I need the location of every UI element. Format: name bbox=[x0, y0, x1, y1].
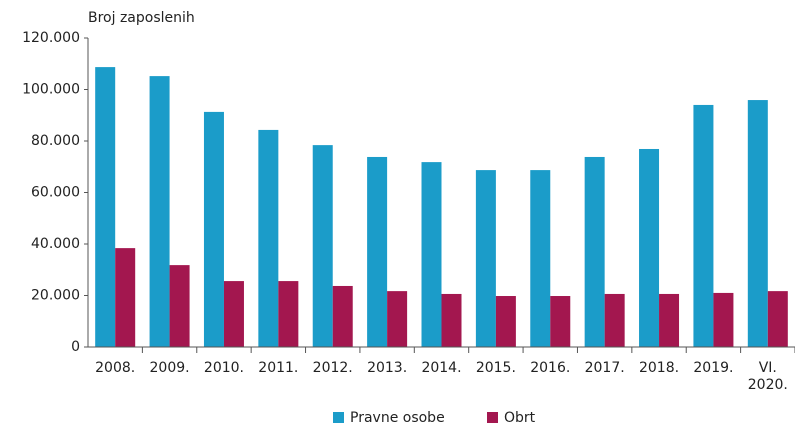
bar bbox=[203, 111, 224, 347]
bar bbox=[639, 148, 660, 347]
x-tick-label: 2011. bbox=[258, 360, 298, 376]
legend-label: Pravne osobe bbox=[350, 410, 445, 426]
bar bbox=[95, 67, 116, 347]
bar bbox=[659, 293, 680, 347]
bar bbox=[332, 285, 353, 347]
bar bbox=[747, 100, 768, 348]
y-tick-label: 40.000 bbox=[31, 236, 80, 252]
x-tick-label: 2016. bbox=[530, 360, 570, 376]
bar bbox=[387, 291, 408, 347]
bar bbox=[169, 265, 190, 347]
x-tick-label: 2010. bbox=[204, 360, 244, 376]
bar bbox=[441, 293, 462, 347]
y-tick-label: 20.000 bbox=[31, 288, 80, 304]
bar bbox=[223, 281, 244, 347]
x-tick-label: 2019. bbox=[693, 360, 733, 376]
bar bbox=[495, 296, 516, 347]
x-tick-label: 2012. bbox=[313, 360, 353, 376]
x-tick-label: 2008. bbox=[95, 360, 135, 376]
bar bbox=[258, 129, 279, 347]
bar bbox=[530, 170, 551, 347]
bar bbox=[475, 170, 496, 347]
bar bbox=[604, 293, 625, 347]
y-tick-label: 60.000 bbox=[31, 185, 80, 201]
bar bbox=[550, 296, 571, 347]
bar bbox=[312, 145, 333, 347]
bar bbox=[115, 248, 136, 347]
bar bbox=[584, 156, 605, 347]
bar bbox=[367, 156, 388, 347]
bar bbox=[278, 281, 299, 347]
legend-swatch bbox=[487, 412, 498, 423]
bar bbox=[713, 292, 734, 347]
y-tick-label: 0 bbox=[71, 339, 80, 355]
bar bbox=[693, 104, 714, 347]
legend-swatch bbox=[333, 412, 344, 423]
x-tick-label: 2015. bbox=[476, 360, 516, 376]
y-tick-label: 100.000 bbox=[22, 82, 80, 98]
x-tick-label: 2018. bbox=[639, 360, 679, 376]
bar bbox=[767, 291, 788, 347]
y-tick-label: 120.000 bbox=[22, 30, 80, 46]
x-tick-label: VI. 2020. bbox=[748, 360, 788, 393]
y-axis-label: Broj zaposlenih bbox=[88, 10, 195, 26]
bar bbox=[421, 162, 442, 347]
y-tick-label: 80.000 bbox=[31, 133, 80, 149]
legend-label: Obrt bbox=[504, 410, 536, 426]
x-tick-label: 2013. bbox=[367, 360, 407, 376]
x-tick-label: 2009. bbox=[150, 360, 190, 376]
bar bbox=[149, 76, 170, 348]
x-tick-label: 2014. bbox=[421, 360, 461, 376]
x-tick-label: 2017. bbox=[585, 360, 625, 376]
